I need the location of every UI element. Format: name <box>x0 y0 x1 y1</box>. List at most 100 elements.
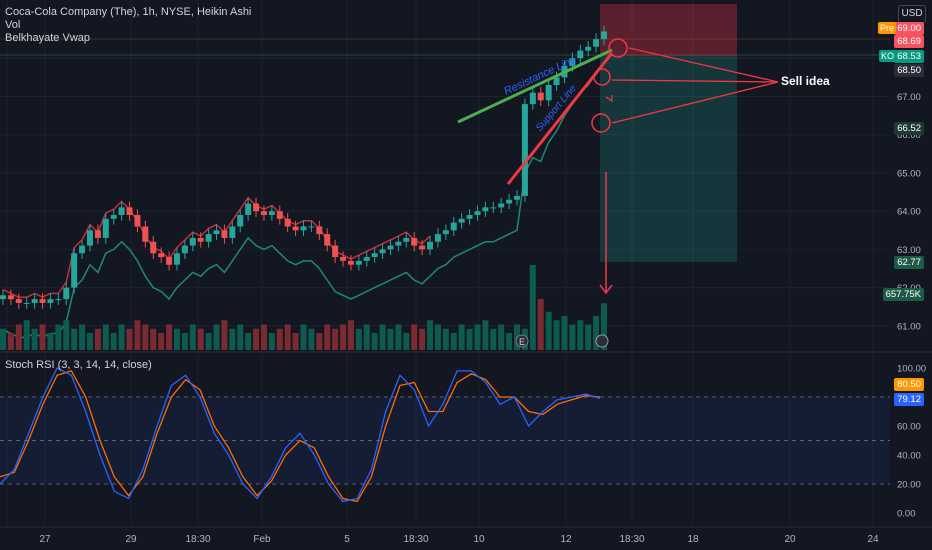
time-tick: 18 <box>687 534 699 545</box>
price-tag[interactable]: 68.69 <box>894 35 924 48</box>
volume-bar <box>300 324 307 350</box>
candle-body <box>355 260 362 265</box>
candle-body <box>332 245 339 258</box>
price-tag[interactable]: 69.00 <box>894 22 924 35</box>
volume-bar <box>181 333 188 350</box>
candle-body <box>276 211 283 219</box>
highlight-circle <box>593 68 611 86</box>
time-tick: 18:30 <box>403 534 428 545</box>
volume-bar <box>395 324 402 350</box>
price-tag-symbol: Pre <box>877 22 896 34</box>
volume-bar <box>166 324 173 350</box>
vwap-lower-line <box>2 61 605 339</box>
candle-body <box>110 215 117 219</box>
volume-bar <box>387 328 394 350</box>
rsi-tick: 100.00 <box>897 364 926 375</box>
volume-bar <box>134 320 141 350</box>
volume-bar <box>371 333 378 350</box>
volume-bar <box>260 324 267 350</box>
volume-bar <box>47 333 54 350</box>
candle-body <box>601 31 607 40</box>
indicator-vwap[interactable]: Belkhayate Vwap <box>5 32 90 44</box>
candle-body <box>31 299 38 303</box>
time-tick: 12 <box>560 534 572 545</box>
price-tick: 66.00 <box>897 130 921 141</box>
volume-bar <box>545 311 552 350</box>
down-arrow-small <box>605 95 613 103</box>
rsi-tick: 60.00 <box>897 422 921 433</box>
candle-body <box>94 230 101 238</box>
candle-body <box>545 85 552 101</box>
volume-bar <box>585 324 592 350</box>
candle-body <box>474 211 481 215</box>
grid-lines <box>0 0 932 525</box>
volume-bar <box>498 324 505 350</box>
rsi-tick: 20.00 <box>897 480 921 491</box>
dividend-icon <box>595 334 609 348</box>
candle-body <box>260 211 267 215</box>
candle-body <box>268 211 275 215</box>
highlight-circle <box>608 38 628 58</box>
price-tag[interactable]: 66.52 <box>894 122 924 135</box>
rsi-tick: 0.00 <box>897 509 916 520</box>
sell-idea-label: Sell idea <box>781 74 830 88</box>
candle-body <box>197 237 204 242</box>
candle-body <box>158 253 165 258</box>
volume-bar <box>411 324 418 350</box>
volume-bar <box>150 328 157 350</box>
volume-bar <box>340 324 347 350</box>
volume-bar <box>118 324 125 350</box>
rsi-title[interactable]: Stoch RSI (3, 3, 14, 14, close) <box>5 359 152 371</box>
candle-body <box>593 39 600 47</box>
candle-body <box>308 226 315 228</box>
volume-bar <box>110 333 117 350</box>
volume-bar <box>332 328 339 350</box>
time-tick: 24 <box>867 534 879 545</box>
volume-bar <box>276 328 283 350</box>
currency-button[interactable]: USD <box>898 5 926 23</box>
volume-bar <box>55 324 62 350</box>
volume-bar <box>577 320 584 350</box>
volume-bar <box>268 333 275 350</box>
price-tag[interactable]: 62.77 <box>894 256 924 269</box>
volume-bar <box>15 324 22 350</box>
volume-bar <box>142 324 149 350</box>
earnings-badge <box>515 334 529 348</box>
price-tick: 67.00 <box>897 92 921 103</box>
candle-body <box>379 249 386 254</box>
volume-bar <box>316 333 323 350</box>
candle-body <box>419 245 426 250</box>
candle-body <box>442 230 449 235</box>
candle-body <box>529 92 536 105</box>
candle-body <box>411 237 418 246</box>
candle-body <box>0 295 6 300</box>
candle-body <box>150 241 157 254</box>
sell-pointer-line <box>611 81 779 124</box>
candle-body <box>458 218 465 223</box>
time-tick: 10 <box>473 534 485 545</box>
time-tick: 27 <box>39 534 51 545</box>
price-tag-symbol: KO <box>878 50 896 62</box>
volume-bar <box>482 320 489 350</box>
volume-bar <box>434 324 441 350</box>
price-tag[interactable]: 657.75K <box>882 288 924 301</box>
volume-bar <box>189 324 196 350</box>
candle-body <box>450 222 457 231</box>
price-tick: 65.00 <box>897 168 921 179</box>
volume-bar <box>197 328 204 350</box>
price-tag[interactable]: 68.53 <box>894 50 924 63</box>
candle-body <box>205 234 212 242</box>
volume-bar <box>593 316 600 350</box>
indicator-vol[interactable]: Vol <box>5 19 21 31</box>
candle-body <box>245 203 252 215</box>
volume-bar <box>601 303 607 350</box>
volume-bar <box>102 324 109 350</box>
candle-body <box>514 195 521 200</box>
candle-body <box>371 253 378 258</box>
time-tick: Feb <box>253 534 271 545</box>
candle-body <box>7 295 14 300</box>
price-tag[interactable]: 68.50 <box>894 64 924 77</box>
rsi-value-tag: 79.12 <box>894 393 924 406</box>
volume-bar <box>474 324 481 350</box>
volume-bar <box>442 328 449 350</box>
